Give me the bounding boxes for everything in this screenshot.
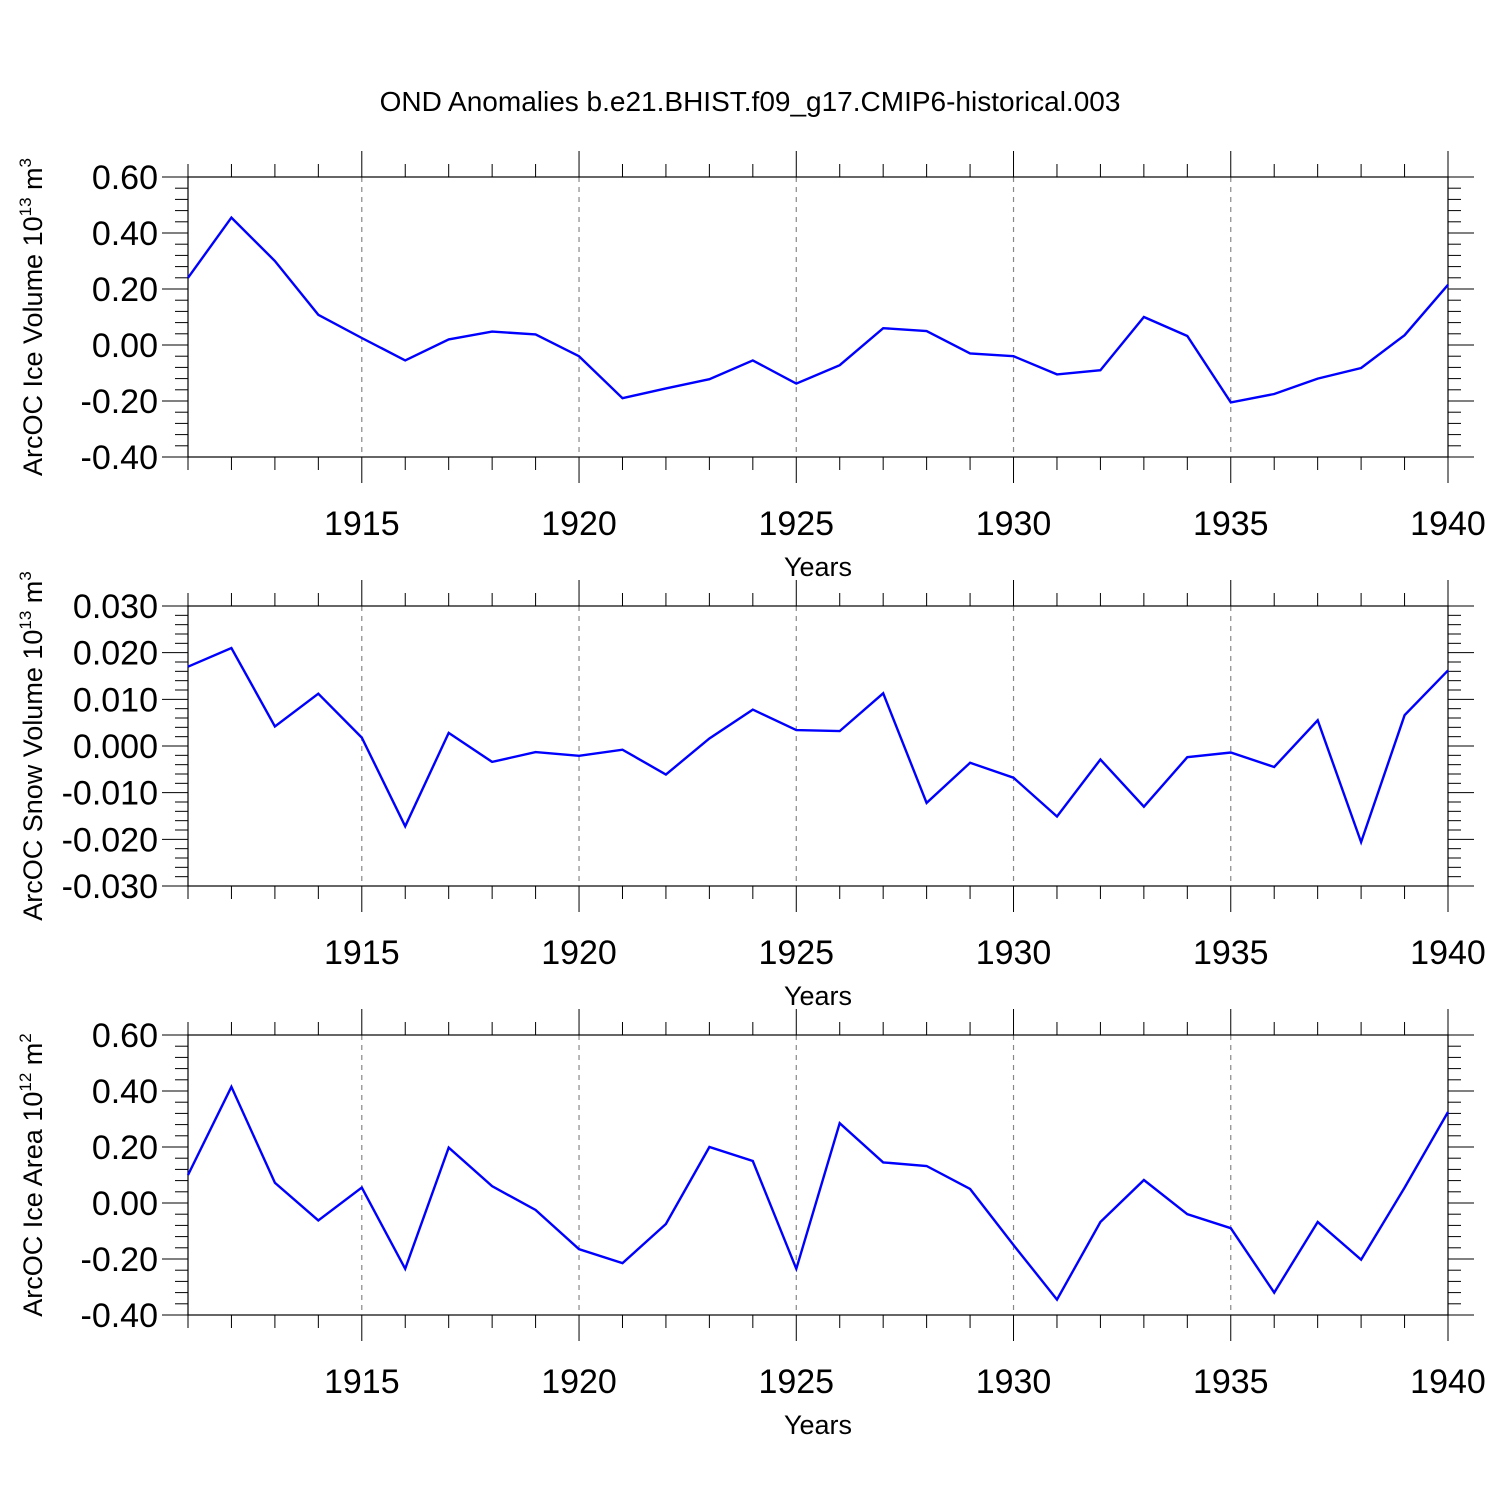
x-axis-title: Years <box>784 1410 852 1440</box>
y-tick-label: -0.030 <box>62 868 158 906</box>
x-tick-label: 1915 <box>324 505 400 543</box>
y-tick-label: 0.60 <box>92 1017 158 1055</box>
y-tick-label: 0.030 <box>73 588 158 626</box>
y-axis-title-unit-exponent: 3 <box>16 571 35 580</box>
y-axis-title-unit-exponent: 2 <box>16 1033 35 1042</box>
y-tick-label: -0.010 <box>62 775 158 813</box>
x-tick-label: 1920 <box>541 934 617 972</box>
x-axis-title: Years <box>784 552 852 582</box>
x-tick-label: 1935 <box>1193 505 1269 543</box>
y-axis-title-exponent: 12 <box>16 1073 35 1092</box>
y-tick-label: 0.60 <box>92 159 158 197</box>
x-tick-label: 1915 <box>324 1363 400 1401</box>
chart-title: OND Anomalies b.e21.BHIST.f09_g17.CMIP6-… <box>380 86 1121 117</box>
series-line-ice-volume <box>187 215 1449 404</box>
y-axis-title-exponent: 13 <box>16 611 35 630</box>
x-tick-label: 1930 <box>976 934 1052 972</box>
plot-frame <box>187 176 1449 458</box>
y-axis-title-text: ArcOC Ice Area 10 <box>18 1092 48 1317</box>
x-tick-label: 1925 <box>758 1363 834 1401</box>
y-tick-label: 0.00 <box>92 1185 158 1223</box>
y-axis-title-unit: m <box>18 581 48 611</box>
y-tick-label: -0.20 <box>81 1241 159 1279</box>
y-axis-title-text: ArcOC Snow Volume 10 <box>18 630 48 921</box>
x-tick-label: 1930 <box>976 1363 1052 1401</box>
series-line-snow-volume <box>187 646 1449 846</box>
y-axis-title-unit: m <box>18 167 48 197</box>
panels: 0.60 0.40 0.20 0.00 -0.20 -0.40 1915 1920 1925 19… <box>16 151 1486 1440</box>
x-tick-label: 1940 <box>1410 505 1486 543</box>
x-tick-label: 1925 <box>758 934 834 972</box>
x-tick-label: 1925 <box>758 505 834 543</box>
x-tick-label: 1940 <box>1410 934 1486 972</box>
y-axis-title: ArcOC Ice Volume 1013 m3 <box>16 158 48 476</box>
series-line-ice-area <box>186 1083 1450 1302</box>
y-axis-title-unit-exponent: 3 <box>16 158 35 167</box>
plot-frame <box>187 1034 1449 1316</box>
y-tick-label: -0.40 <box>81 1297 159 1335</box>
x-tick-label: 1935 <box>1193 934 1269 972</box>
x-tick-label: 1935 <box>1193 1363 1269 1401</box>
plot-frame <box>187 605 1449 887</box>
y-tick-label: 0.20 <box>92 1129 158 1167</box>
y-tick-label: 0.010 <box>73 681 158 719</box>
x-tick-label: 1920 <box>541 505 617 543</box>
panel-3: 0.60 0.40 0.20 0.00 -0.20 -0.40 1915 1920 1925 19… <box>16 1009 1486 1440</box>
x-tick-label: 1940 <box>1410 1363 1486 1401</box>
y-axis-title: ArcOC Snow Volume 1013 m3 <box>16 571 48 921</box>
y-tick-label: 0.40 <box>92 215 158 253</box>
y-tick-label: 0.000 <box>73 728 158 766</box>
y-tick-label: -0.40 <box>81 439 159 477</box>
y-tick-label: 0.40 <box>92 1073 158 1111</box>
panel-1: 0.60 0.40 0.20 0.00 -0.20 -0.40 1915 1920 1925 19… <box>16 151 1486 582</box>
y-axis-title: ArcOC Ice Area 1012 m2 <box>16 1033 48 1317</box>
y-axis-title-exponent: 13 <box>16 197 35 216</box>
y-tick-label: 0.020 <box>73 635 158 673</box>
y-axis-title-text: ArcOC Ice Volume 10 <box>18 216 48 476</box>
y-axis-title-unit: m <box>18 1043 48 1073</box>
y-tick-label: 0.20 <box>92 271 158 309</box>
x-axis-title: Years <box>784 981 852 1011</box>
x-tick-label: 1920 <box>541 1363 617 1401</box>
x-tick-label: 1930 <box>976 505 1052 543</box>
y-tick-label: 0.00 <box>92 327 158 365</box>
y-tick-label: -0.20 <box>81 383 159 421</box>
x-tick-label: 1915 <box>324 934 400 972</box>
y-tick-label: -0.020 <box>62 821 158 859</box>
panel-2: 0.030 0.020 0.010 0.000 -0.010 -0.020 -0.030 19… <box>16 571 1486 1011</box>
